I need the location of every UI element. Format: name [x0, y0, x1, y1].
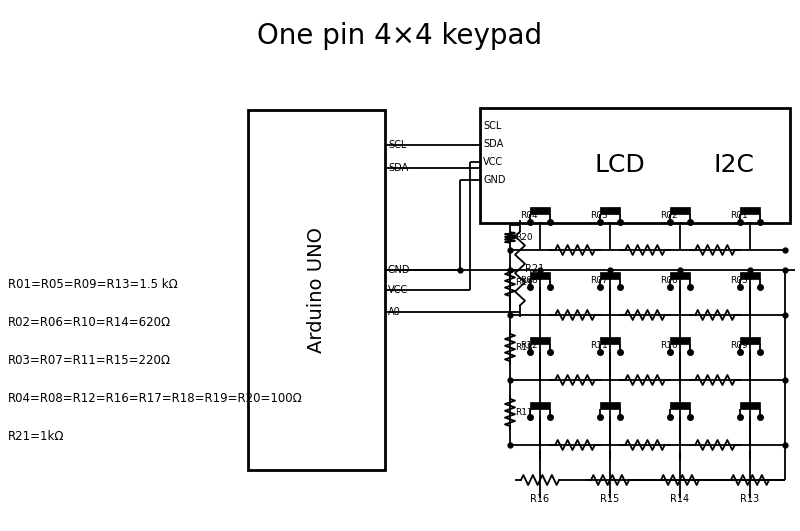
Text: R12: R12 [520, 341, 538, 350]
Text: VCC: VCC [483, 157, 503, 167]
Text: R07: R07 [590, 276, 608, 285]
Bar [600, 207, 620, 214]
Text: R16: R16 [530, 494, 550, 504]
Text: GND: GND [483, 175, 506, 185]
Bar [600, 337, 620, 344]
Bar [530, 402, 550, 409]
Bar [600, 402, 620, 409]
Text: R17: R17 [515, 408, 533, 417]
Text: R20: R20 [515, 233, 533, 242]
Text: R02=R06=R10=R14=620Ω: R02=R06=R10=R14=620Ω [8, 316, 171, 330]
Text: R11: R11 [590, 341, 608, 350]
Bar [670, 337, 690, 344]
Text: A0: A0 [388, 307, 401, 317]
Text: R14: R14 [670, 494, 690, 504]
Text: R03: R03 [590, 211, 608, 220]
Text: R18: R18 [515, 343, 533, 352]
Bar [670, 402, 690, 409]
Text: VCC: VCC [388, 285, 408, 295]
Text: R21: R21 [525, 263, 544, 273]
Text: LCD: LCD [594, 153, 645, 177]
Text: R21=1kΩ: R21=1kΩ [8, 431, 65, 443]
Text: R10: R10 [660, 341, 678, 350]
Bar [530, 207, 550, 214]
Bar [740, 207, 760, 214]
Text: R01=R05=R09=R13=1.5 kΩ: R01=R05=R09=R13=1.5 kΩ [8, 278, 178, 292]
Bar [740, 337, 760, 344]
Text: SDA: SDA [388, 163, 408, 173]
Text: R03=R07=R11=R15=220Ω: R03=R07=R11=R15=220Ω [8, 355, 171, 367]
Text: GND: GND [388, 265, 410, 275]
Text: R13: R13 [741, 494, 759, 504]
Text: R09: R09 [730, 341, 748, 350]
Text: SCL: SCL [388, 140, 406, 150]
Text: Arduino UNO: Arduino UNO [307, 227, 326, 353]
Text: R19: R19 [515, 278, 533, 287]
Text: R04: R04 [520, 211, 538, 220]
Text: SDA: SDA [483, 139, 503, 149]
Text: R04=R08=R12=R16=R17=R18=R19=R20=100Ω: R04=R08=R12=R16=R17=R18=R19=R20=100Ω [8, 392, 302, 406]
Bar [670, 272, 690, 279]
Text: I2C: I2C [714, 153, 754, 177]
Bar [740, 272, 760, 279]
Bar [248, 110, 385, 470]
Bar [530, 337, 550, 344]
Bar [530, 272, 550, 279]
Bar [480, 108, 790, 223]
Text: R01: R01 [730, 211, 748, 220]
Text: R06: R06 [660, 276, 678, 285]
Bar [670, 207, 690, 214]
Text: One pin 4×4 keypad: One pin 4×4 keypad [258, 22, 542, 50]
Bar [600, 272, 620, 279]
Bar [740, 402, 760, 409]
Text: R08: R08 [520, 276, 538, 285]
Text: SCL: SCL [483, 121, 502, 131]
Text: R15: R15 [600, 494, 620, 504]
Text: R02: R02 [660, 211, 678, 220]
Text: R05: R05 [730, 276, 748, 285]
